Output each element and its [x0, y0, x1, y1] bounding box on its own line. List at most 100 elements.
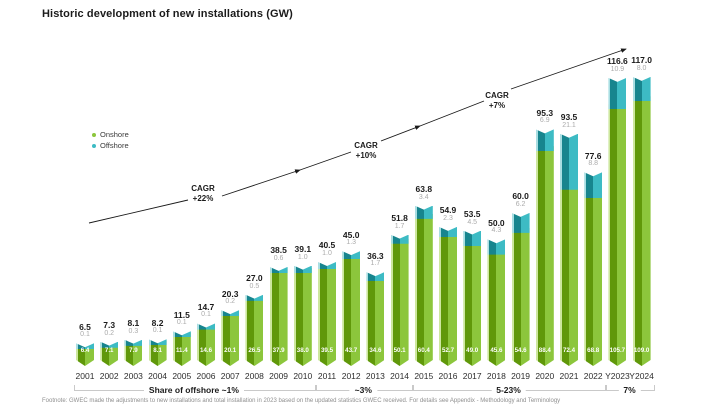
bar-segment-onshore [463, 241, 481, 366]
bar-onshore-value: 7.1 [104, 347, 114, 354]
offshore-dot-icon [92, 143, 96, 148]
year-label: 2018 [486, 371, 506, 381]
year-label: 2002 [99, 371, 119, 381]
bar-offshore-label: 6.2 [515, 200, 526, 208]
bar-segment-onshore [76, 345, 94, 366]
legend-item-offshore: Offshore [92, 140, 129, 151]
bar-offshore-label: 8.8 [588, 160, 599, 168]
bar-onshore-value: 54.6 [514, 347, 527, 354]
cagr-label-line2: +7% [488, 100, 506, 110]
year-label: 2019 [511, 371, 531, 381]
bar-segment-offshore [342, 251, 361, 260]
trend-arrow-segment [221, 169, 301, 197]
bar-segment-onshore [633, 96, 651, 366]
bar-total-label: 14.7 [197, 301, 215, 312]
bar-offshore-label: 0.6 [273, 254, 284, 262]
bar-segment-onshore [149, 340, 167, 366]
bar-total-label: 8.1 [127, 318, 140, 329]
cagr-label-line2: +10% [355, 150, 377, 160]
trend-arrow-segment [88, 199, 189, 224]
bar-segment-offshore [439, 226, 457, 238]
bar-total-label: 7.3 [103, 320, 116, 331]
legend-item-onshore: Onshore [92, 129, 129, 140]
legend: Onshore Offshore [92, 129, 129, 151]
bar-segment-onshore [294, 268, 312, 366]
bar-total-label: 53.5 [463, 209, 481, 220]
bar-segment-offshore [511, 212, 530, 233]
bar-segment-offshore [148, 339, 167, 346]
year-label: 2012 [341, 371, 361, 381]
year-label: 2014 [390, 371, 410, 381]
bar-offshore-label: 4.5 [467, 218, 478, 226]
bar-offshore-label: 0.2 [225, 298, 236, 306]
bar-offshore-label: 0.5 [249, 282, 260, 290]
year-label: 2005 [172, 371, 192, 381]
cagr-label: CAGR +10% [336, 141, 396, 160]
bar-onshore-value: 39.5 [320, 347, 334, 354]
year-label: 2015 [414, 371, 434, 381]
bracket-label: ~3% [349, 385, 377, 395]
year-label: 2013 [365, 371, 385, 381]
bracket-label: Share of offshore ~1% [143, 385, 244, 395]
bar-total-label: 36.3 [367, 250, 384, 261]
bar-segment-onshore [173, 332, 191, 366]
bar-offshore-label: 1.0 [322, 249, 332, 257]
bar-offshore-label: 0.1 [201, 311, 211, 319]
bar-onshore-value: 34.6 [369, 347, 382, 354]
bar-segment-offshore [608, 77, 627, 110]
bar-onshore-value: 109.0 [633, 347, 650, 354]
bar-segment-onshore [512, 228, 530, 366]
bar-segment-offshore [632, 76, 651, 102]
bar-total-label: 116.6 [606, 56, 628, 67]
bar-segment-onshore [366, 276, 384, 366]
bar-offshore-label: 0.1 [176, 319, 187, 327]
bar-segment-onshore [100, 343, 118, 366]
bar-onshore-value: 49.0 [466, 347, 479, 354]
bar-onshore-value: 72.4 [562, 347, 576, 354]
bar-segment-offshore [293, 265, 312, 274]
bar-onshore-value: 105.7 [609, 347, 626, 354]
bar-total-label: 38.5 [270, 245, 287, 256]
bar-onshore-value: 52.7 [441, 347, 455, 354]
bar-segment-offshore [366, 272, 385, 282]
cagr-label-line1: CAGR [354, 141, 378, 150]
bar-segment-onshore [245, 296, 263, 366]
bar-total-label: 77.6 [584, 150, 602, 161]
bar-offshore-label: 0.1 [80, 331, 90, 339]
bar-segment-offshore [584, 172, 603, 199]
bar-onshore-value: 26.5 [248, 347, 261, 354]
bar-offshore-label: 0.2 [104, 329, 115, 337]
legend-offshore-label: Offshore [100, 141, 129, 150]
year-label: Y2024 [629, 371, 654, 381]
bar-segment-onshore [608, 104, 626, 366]
bar-total-label: 54.9 [439, 205, 457, 216]
bar-segment-onshore [391, 239, 409, 366]
bar-total-label: 60.0 [512, 191, 529, 202]
cagr-label: CAGR +22% [173, 184, 233, 203]
year-label: 2007 [220, 371, 240, 381]
bracket-label: 7% [618, 385, 641, 395]
cagr-label-line1: CAGR [191, 184, 215, 193]
bar-onshore-value: 11.4 [175, 347, 188, 354]
bar-segment-offshore [463, 230, 482, 247]
year-label: 2003 [123, 371, 143, 381]
bar-onshore-value: 50.1 [393, 347, 406, 354]
bar-onshore-value: 43.7 [345, 347, 358, 354]
year-label: 2001 [75, 371, 95, 381]
cagr-label-line2: +22% [192, 193, 214, 203]
bar-offshore-label: 0.3 [128, 327, 139, 335]
bar-segment-offshore [560, 133, 578, 190]
bar-segment-offshore [390, 234, 409, 244]
bar-offshore-label: 3.4 [418, 193, 429, 201]
bar-segment-onshore [536, 146, 554, 366]
legend-onshore-label: Onshore [100, 130, 129, 139]
bar-segment-offshore [487, 239, 506, 255]
bar-offshore-label: 0.1 [152, 327, 163, 335]
year-label: 2006 [196, 371, 216, 381]
bar-segment-onshore [487, 250, 505, 366]
bar-total-label: 117.0 [631, 55, 652, 66]
bar-offshore-label: 1.3 [346, 239, 357, 247]
bar-total-label: 39.1 [294, 244, 312, 255]
year-label: 2022 [583, 371, 603, 381]
